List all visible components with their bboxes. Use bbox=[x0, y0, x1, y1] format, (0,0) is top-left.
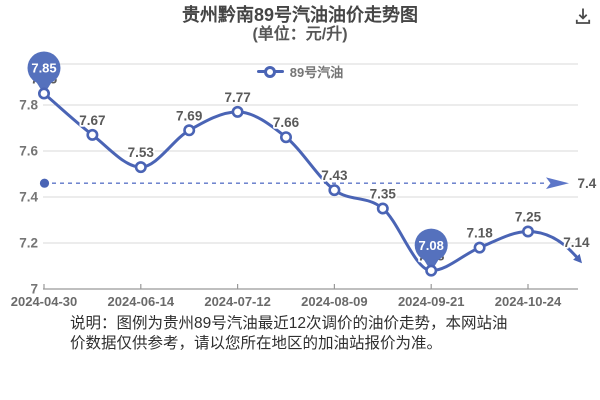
data-point-marker[interactable] bbox=[521, 225, 534, 238]
data-point-label: 7.43 bbox=[321, 168, 348, 183]
y-axis-label: 7.4 bbox=[19, 190, 38, 205]
x-axis-label: 2024-04-30 bbox=[11, 294, 78, 309]
data-point-label: 7.77 bbox=[224, 90, 250, 105]
data-point-label: 7.53 bbox=[128, 145, 155, 160]
note-line-2: 价数据仅供参考，请以您所在地区的加油站报价为准。 bbox=[70, 334, 443, 352]
y-axis-label: 7 bbox=[30, 282, 38, 297]
download-icon bbox=[575, 8, 591, 24]
x-axis-label: 2024-09-21 bbox=[398, 294, 465, 309]
balloon-value-label: 7.08 bbox=[419, 238, 444, 253]
data-point-label: 7.66 bbox=[273, 115, 300, 130]
download-button[interactable] bbox=[573, 6, 593, 26]
data-point-marker[interactable] bbox=[86, 128, 99, 141]
y-axis-label: 7.6 bbox=[19, 144, 38, 159]
data-point-label: 7.69 bbox=[176, 108, 202, 123]
data-point-label: 7.14 bbox=[563, 235, 590, 250]
data-point-marker[interactable] bbox=[425, 264, 438, 277]
x-axis-label: 2024-06-14 bbox=[108, 294, 175, 309]
data-point-marker[interactable] bbox=[37, 87, 50, 100]
note-line-1: 说明：图例为贵州89号汽油最近12次调价的油价走势，本网站油 bbox=[70, 315, 508, 332]
x-axis-label: 2024-10-24 bbox=[495, 294, 562, 309]
data-point-label: 7.25 bbox=[515, 210, 542, 225]
data-point-marker[interactable] bbox=[328, 184, 341, 197]
legend-item-89-gasoline[interactable]: 89号汽油 bbox=[0, 62, 600, 81]
legend-dot-icon bbox=[263, 65, 276, 78]
chart-subtitle: (单位：元/升) bbox=[252, 26, 348, 43]
balloon-value-label: 7.85 bbox=[31, 61, 56, 76]
disclaimer-note: 说明：图例为贵州89号汽油最近12次调价的油价走势，本网站油 价数据仅供参考，请… bbox=[70, 314, 507, 353]
balloon-circle bbox=[414, 228, 448, 262]
data-point-label: 7.35 bbox=[370, 187, 397, 202]
legend-label: 89号汽油 bbox=[289, 65, 344, 80]
x-axis-label: 2024-08-09 bbox=[301, 294, 368, 309]
data-point-marker[interactable] bbox=[231, 105, 244, 118]
page-title: 贵州黔南89号汽油油价走势图 bbox=[181, 5, 419, 25]
price-line bbox=[42, 92, 578, 273]
legend-line-marker-icon bbox=[256, 65, 284, 78]
data-point-marker[interactable] bbox=[473, 241, 486, 254]
markline-value-label: 7.4 bbox=[578, 176, 597, 191]
balloon-circle bbox=[27, 51, 61, 85]
markline-start-dot bbox=[39, 178, 50, 188]
line-end-arrow-icon bbox=[573, 253, 582, 264]
data-point-marker[interactable] bbox=[279, 131, 292, 144]
data-point-label: 7.18 bbox=[466, 226, 493, 241]
data-point-label: 7.67 bbox=[79, 113, 105, 128]
y-axis-label: 7.2 bbox=[19, 236, 38, 251]
data-point-marker[interactable] bbox=[134, 161, 147, 174]
data-point-marker[interactable] bbox=[376, 202, 389, 215]
markline-arrow-icon bbox=[546, 177, 569, 189]
chart-header: 贵州黔南89号汽油油价走势图 (单位：元/升) bbox=[0, 5, 600, 44]
y-axis-label: 7.8 bbox=[19, 98, 38, 113]
data-point-marker[interactable] bbox=[183, 124, 196, 137]
x-axis-label: 2024-07-12 bbox=[204, 294, 271, 309]
